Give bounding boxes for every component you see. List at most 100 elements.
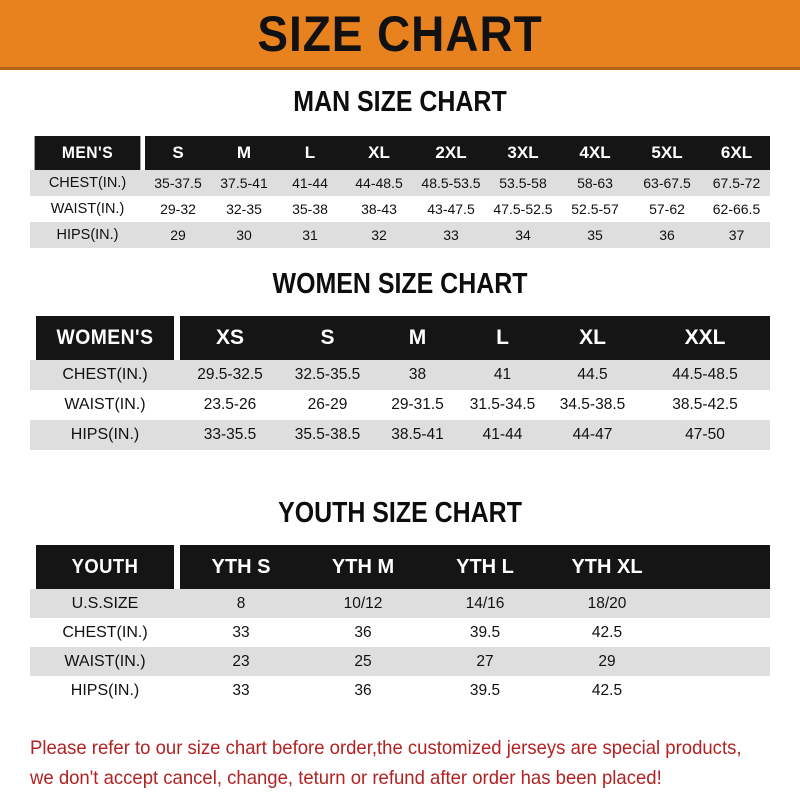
youth-row-label: HIPS(IN.) bbox=[30, 676, 180, 705]
men-row-label: CHEST(IN.) bbox=[30, 170, 145, 196]
youth-cell-spacer bbox=[668, 647, 770, 676]
youth-header-spacer bbox=[668, 545, 770, 589]
men-size-header: 2XL bbox=[415, 136, 487, 170]
women-cell: 23.5-26 bbox=[180, 390, 280, 420]
footer-line-1: Please refer to our size chart before or… bbox=[30, 737, 742, 759]
women-size-header: XL bbox=[545, 316, 640, 360]
youth-cell: 36 bbox=[302, 618, 424, 647]
youth-corner-label: YOUTH bbox=[36, 545, 174, 589]
women-cell: 32.5-35.5 bbox=[280, 360, 375, 390]
table-row: WAIST(IN.) 29-32 32-35 35-38 38-43 43-47… bbox=[30, 196, 770, 222]
youth-size-table: YOUTH YTH S YTH M YTH L YTH XL U.S.SIZE … bbox=[30, 545, 770, 705]
men-row-label: WAIST(IN.) bbox=[30, 196, 145, 222]
table-row: HIPS(IN.) 33-35.5 35.5-38.5 38.5-41 41-4… bbox=[30, 420, 770, 450]
men-cell: 58-63 bbox=[559, 170, 631, 196]
men-cell: 31 bbox=[277, 222, 343, 248]
women-corner-label: WOMEN'S bbox=[36, 316, 174, 360]
youth-size-header: YTH L bbox=[424, 545, 546, 589]
women-cell: 38 bbox=[375, 360, 460, 390]
women-cell: 38.5-41 bbox=[375, 420, 460, 450]
youth-cell: 10/12 bbox=[302, 589, 424, 618]
men-size-header: L bbox=[277, 136, 343, 170]
men-cell: 41-44 bbox=[277, 170, 343, 196]
women-cell: 44.5 bbox=[545, 360, 640, 390]
women-cell: 47-50 bbox=[640, 420, 770, 450]
youth-cell-spacer bbox=[668, 676, 770, 705]
men-cell: 52.5-57 bbox=[559, 196, 631, 222]
women-cell: 44-47 bbox=[545, 420, 640, 450]
women-size-header: XXL bbox=[640, 316, 770, 360]
men-cell: 57-62 bbox=[631, 196, 703, 222]
men-corner-label: MEN'S bbox=[34, 136, 141, 170]
men-cell: 63-67.5 bbox=[631, 170, 703, 196]
youth-cell: 27 bbox=[424, 647, 546, 676]
footer-note: Please refer to our size chart before or… bbox=[30, 733, 742, 793]
women-section-title: WOMEN SIZE CHART bbox=[272, 268, 528, 300]
men-cell: 44-48.5 bbox=[343, 170, 415, 196]
men-size-table: MEN'S S M L XL 2XL 3XL 4XL 5XL 6XL CHEST… bbox=[30, 136, 770, 248]
youth-row-label: U.S.SIZE bbox=[30, 589, 180, 618]
youth-cell: 25 bbox=[302, 647, 424, 676]
men-size-header: 3XL bbox=[487, 136, 559, 170]
women-cell: 38.5-42.5 bbox=[640, 390, 770, 420]
men-cell: 38-43 bbox=[343, 196, 415, 222]
youth-cell: 8 bbox=[180, 589, 302, 618]
men-size-header: XL bbox=[343, 136, 415, 170]
women-cell: 29-31.5 bbox=[375, 390, 460, 420]
men-size-header: 6XL bbox=[703, 136, 770, 170]
men-cell: 35-37.5 bbox=[145, 170, 211, 196]
youth-cell: 42.5 bbox=[546, 618, 668, 647]
men-cell: 33 bbox=[415, 222, 487, 248]
youth-cell: 29 bbox=[546, 647, 668, 676]
women-size-header: XS bbox=[180, 316, 280, 360]
youth-size-header: YTH XL bbox=[546, 545, 668, 589]
table-row: U.S.SIZE 8 10/12 14/16 18/20 bbox=[30, 589, 770, 618]
men-cell: 30 bbox=[211, 222, 277, 248]
women-cell: 41-44 bbox=[460, 420, 545, 450]
women-cell: 41 bbox=[460, 360, 545, 390]
men-cell: 29 bbox=[145, 222, 211, 248]
women-cell: 26-29 bbox=[280, 390, 375, 420]
men-header-row: MEN'S S M L XL 2XL 3XL 4XL 5XL 6XL bbox=[30, 136, 770, 170]
men-cell: 35 bbox=[559, 222, 631, 248]
men-size-header: 4XL bbox=[559, 136, 631, 170]
youth-row-label: WAIST(IN.) bbox=[30, 647, 180, 676]
table-row: HIPS(IN.) 29 30 31 32 33 34 35 36 37 bbox=[30, 222, 770, 248]
men-cell: 29-32 bbox=[145, 196, 211, 222]
men-size-header: S bbox=[145, 136, 211, 170]
youth-cell: 33 bbox=[180, 676, 302, 705]
table-row: HIPS(IN.) 33 36 39.5 42.5 bbox=[30, 676, 770, 705]
men-cell: 35-38 bbox=[277, 196, 343, 222]
table-row: WAIST(IN.) 23 25 27 29 bbox=[30, 647, 770, 676]
women-row-label: WAIST(IN.) bbox=[30, 390, 180, 420]
men-cell: 62-66.5 bbox=[703, 196, 770, 222]
table-row: CHEST(IN.) 29.5-32.5 32.5-35.5 38 41 44.… bbox=[30, 360, 770, 390]
men-cell: 32-35 bbox=[211, 196, 277, 222]
youth-cell: 18/20 bbox=[546, 589, 668, 618]
youth-section-title: YOUTH SIZE CHART bbox=[278, 497, 522, 529]
banner-title: SIZE CHART bbox=[257, 5, 543, 62]
man-section-title: MAN SIZE CHART bbox=[293, 86, 507, 118]
youth-size-header: YTH S bbox=[180, 545, 302, 589]
women-row-label: CHEST(IN.) bbox=[30, 360, 180, 390]
youth-row-label: CHEST(IN.) bbox=[30, 618, 180, 647]
men-cell: 37.5-41 bbox=[211, 170, 277, 196]
youth-header-row: YOUTH YTH S YTH M YTH L YTH XL bbox=[30, 545, 770, 589]
men-cell: 36 bbox=[631, 222, 703, 248]
youth-cell: 23 bbox=[180, 647, 302, 676]
table-row: WAIST(IN.) 23.5-26 26-29 29-31.5 31.5-34… bbox=[30, 390, 770, 420]
women-size-header: S bbox=[280, 316, 375, 360]
women-size-header: M bbox=[375, 316, 460, 360]
women-cell: 29.5-32.5 bbox=[180, 360, 280, 390]
men-row-label: HIPS(IN.) bbox=[30, 222, 145, 248]
women-size-table: WOMEN'S XS S M L XL XXL CHEST(IN.) 29.5-… bbox=[30, 316, 770, 450]
youth-cell: 39.5 bbox=[424, 676, 546, 705]
table-row: CHEST(IN.) 33 36 39.5 42.5 bbox=[30, 618, 770, 647]
youth-cell: 42.5 bbox=[546, 676, 668, 705]
youth-cell: 14/16 bbox=[424, 589, 546, 618]
men-cell: 47.5-52.5 bbox=[487, 196, 559, 222]
footer-line-2: we don't accept cancel, change, teturn o… bbox=[30, 767, 662, 789]
men-cell: 34 bbox=[487, 222, 559, 248]
youth-cell: 36 bbox=[302, 676, 424, 705]
youth-cell: 39.5 bbox=[424, 618, 546, 647]
